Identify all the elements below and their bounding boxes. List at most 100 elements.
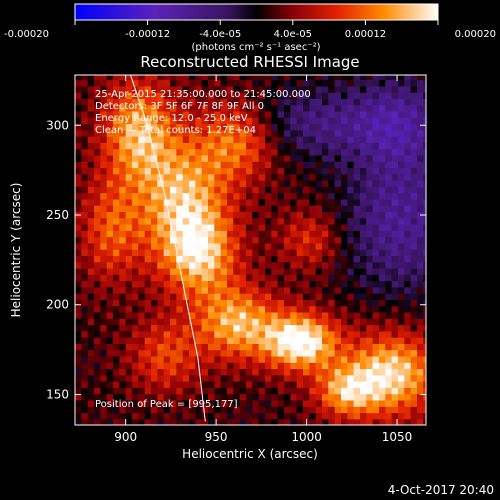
heatmap-cell bbox=[391, 110, 399, 118]
heatmap-cell bbox=[189, 418, 196, 425]
heatmap-cell bbox=[341, 180, 348, 187]
heatmap-cell bbox=[195, 249, 203, 256]
heatmap-cell bbox=[423, 110, 426, 118]
heatmap-cell bbox=[328, 123, 336, 131]
heatmap-cell bbox=[214, 79, 222, 87]
heatmap-cell bbox=[385, 368, 393, 376]
heatmap-cell bbox=[423, 343, 426, 351]
heatmap-cell bbox=[151, 236, 158, 244]
heatmap-cell bbox=[303, 98, 310, 106]
heatmap-cell bbox=[258, 362, 266, 370]
heatmap-cell bbox=[176, 117, 184, 125]
heatmap-cell bbox=[284, 280, 291, 288]
heatmap-cell bbox=[404, 362, 412, 370]
heatmap-cell bbox=[208, 217, 215, 225]
heatmap-cell bbox=[417, 236, 424, 244]
heatmap-cell bbox=[138, 406, 146, 414]
heatmap-cell bbox=[277, 381, 285, 388]
heatmap-cell bbox=[214, 192, 222, 200]
heatmap-cell bbox=[398, 387, 405, 395]
heatmap-cell bbox=[208, 286, 215, 294]
heatmap-cell bbox=[214, 311, 222, 319]
heatmap-cell bbox=[271, 393, 279, 401]
heatmap-cell bbox=[309, 343, 317, 351]
heatmap-cell bbox=[334, 173, 342, 181]
heatmap-cell bbox=[284, 85, 291, 93]
heatmap-cell bbox=[277, 110, 285, 118]
heatmap-cell bbox=[157, 418, 165, 425]
heatmap-cell bbox=[100, 368, 108, 376]
heatmap-cell bbox=[170, 349, 177, 357]
heatmap-cell bbox=[410, 368, 418, 376]
heatmap-cell bbox=[163, 224, 171, 231]
heatmap-cell bbox=[208, 337, 215, 344]
heatmap-cell bbox=[309, 399, 317, 407]
heatmap-cell bbox=[170, 311, 177, 319]
heatmap-cell bbox=[239, 387, 247, 395]
heatmap-cell bbox=[265, 337, 272, 344]
heatmap-cell bbox=[113, 349, 120, 357]
heatmap-cell bbox=[151, 280, 158, 288]
heatmap-cell bbox=[106, 79, 114, 87]
heatmap-cell bbox=[284, 274, 291, 282]
heatmap-cell bbox=[132, 330, 139, 338]
heatmap-cell bbox=[372, 173, 380, 181]
heatmap-cell bbox=[157, 161, 165, 169]
heatmap-cell bbox=[151, 180, 158, 187]
heatmap-cell bbox=[182, 255, 190, 263]
heatmap-cell bbox=[176, 92, 184, 99]
heatmap-cell bbox=[81, 104, 89, 112]
heatmap-cell bbox=[87, 148, 95, 156]
heatmap-cell bbox=[87, 123, 95, 131]
heatmap-cell bbox=[284, 129, 291, 137]
heatmap-cell bbox=[227, 211, 234, 219]
heatmap-cell bbox=[398, 355, 405, 363]
heatmap-cell bbox=[296, 330, 304, 338]
heatmap-cell bbox=[258, 242, 266, 250]
heatmap-cell bbox=[309, 286, 317, 294]
heatmap-cell bbox=[347, 311, 355, 319]
heatmap-cell bbox=[271, 161, 279, 169]
heatmap-cell bbox=[163, 406, 171, 414]
heatmap-cell bbox=[290, 318, 298, 326]
heatmap-cell bbox=[296, 355, 304, 363]
heatmap-cell bbox=[315, 362, 323, 370]
heatmap-cell bbox=[296, 242, 304, 250]
heatmap-cell bbox=[410, 136, 418, 143]
heatmap-cell bbox=[347, 104, 355, 112]
heatmap-cell bbox=[309, 374, 317, 382]
heatmap-cell bbox=[113, 211, 120, 219]
heatmap-cell bbox=[138, 242, 146, 250]
heatmap-cell bbox=[252, 161, 260, 169]
heatmap-cell bbox=[423, 255, 426, 263]
heatmap-cell bbox=[271, 267, 279, 275]
heatmap-cell bbox=[138, 186, 146, 194]
heatmap-cell bbox=[417, 349, 424, 357]
heatmap-cell bbox=[125, 255, 133, 263]
heatmap-cell bbox=[258, 129, 266, 137]
heatmap-cell bbox=[391, 230, 399, 238]
heatmap-cell bbox=[125, 418, 133, 425]
heatmap-cell bbox=[360, 299, 367, 307]
heatmap-cell bbox=[315, 230, 323, 238]
heatmap-cell bbox=[334, 381, 342, 388]
heatmap-cell bbox=[315, 299, 323, 307]
heatmap-cell bbox=[138, 117, 146, 125]
heatmap-cell bbox=[410, 173, 418, 181]
heatmap-cell bbox=[94, 92, 101, 99]
heatmap-cell bbox=[417, 368, 424, 376]
heatmap-cell bbox=[151, 274, 158, 282]
heatmap-cell bbox=[385, 173, 393, 181]
heatmap-cell bbox=[106, 211, 114, 219]
heatmap-cell bbox=[239, 399, 247, 407]
heatmap-cell bbox=[322, 224, 329, 231]
heatmap-cell bbox=[163, 242, 171, 250]
heatmap-cell bbox=[417, 343, 424, 351]
heatmap-cell bbox=[132, 75, 139, 81]
heatmap-cell bbox=[385, 186, 393, 194]
heatmap-cell bbox=[176, 261, 184, 269]
heatmap-cell bbox=[75, 261, 82, 269]
heatmap-cell bbox=[195, 242, 203, 250]
heatmap-cell bbox=[157, 324, 165, 332]
heatmap-cell bbox=[100, 92, 108, 99]
